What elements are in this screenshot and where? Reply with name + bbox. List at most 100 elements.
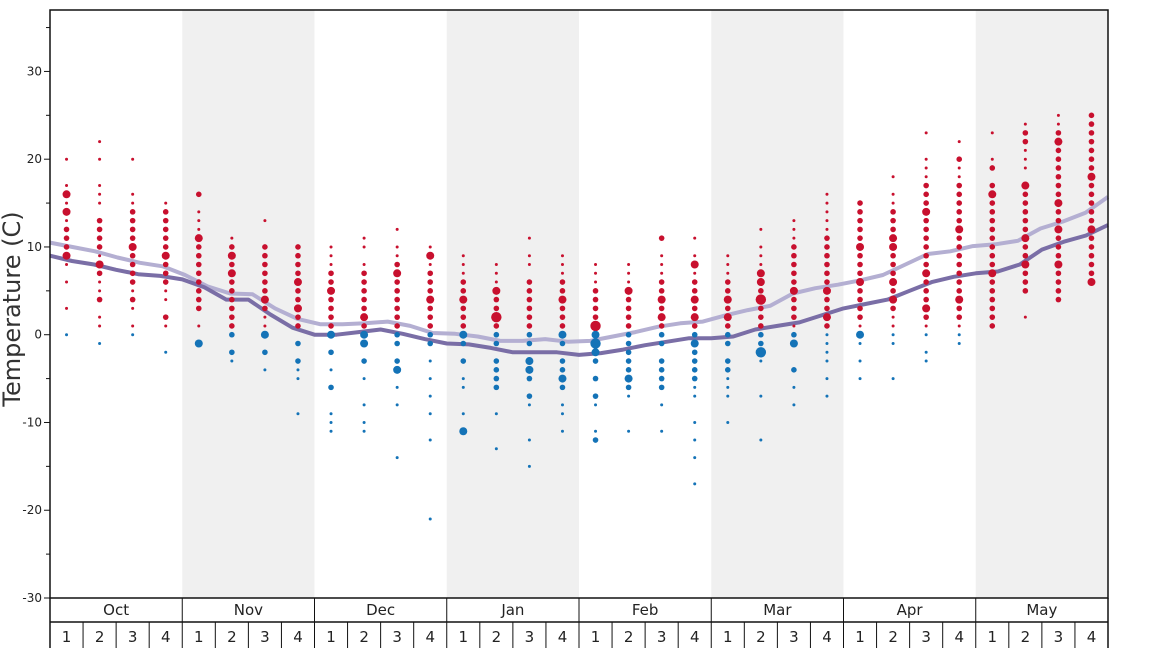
y-axis-label: Temperature (C) (0, 211, 26, 407)
warm-point (1022, 138, 1029, 145)
warm-point (923, 314, 929, 320)
warm-point (494, 271, 498, 275)
cold-point (394, 358, 400, 364)
warm-point (660, 254, 664, 258)
cold-point (262, 349, 268, 356)
warm-point (923, 261, 929, 268)
cold-point (693, 438, 697, 442)
warm-point (1055, 217, 1062, 224)
warm-point (1022, 191, 1029, 198)
warm-point (691, 279, 698, 285)
warm-point (1055, 296, 1062, 303)
warm-point (822, 286, 831, 295)
warm-point (824, 323, 830, 329)
week-label: 4 (954, 628, 964, 646)
cold-point (360, 339, 369, 348)
warm-point (1088, 244, 1095, 250)
warm-point (723, 295, 732, 304)
warm-point (526, 323, 533, 329)
warm-point (1023, 166, 1027, 170)
cold-point (658, 358, 665, 364)
cold-point (98, 341, 102, 345)
cold-point (296, 412, 300, 416)
warm-point (1088, 235, 1095, 241)
warm-point (427, 288, 434, 294)
warm-point (1088, 209, 1095, 215)
warm-point (229, 261, 235, 268)
warm-point (526, 296, 533, 303)
warm-point (1023, 148, 1027, 152)
cold-point (428, 377, 432, 381)
cold-point (459, 427, 468, 436)
cold-point (295, 358, 301, 364)
cold-point (428, 438, 432, 442)
warm-point (924, 157, 928, 161)
cold-point (295, 340, 301, 347)
warm-point (957, 324, 961, 328)
warm-point (989, 217, 996, 224)
shade-band-may (975, 10, 1108, 598)
warm-point (822, 313, 831, 322)
warm-point (361, 296, 367, 303)
warm-point (293, 278, 302, 287)
warm-point (1055, 182, 1062, 189)
warm-point (989, 314, 996, 320)
warm-point (394, 261, 400, 268)
warm-point (890, 252, 896, 259)
warm-point (857, 217, 863, 224)
month-shading-bands (182, 10, 1108, 598)
warm-point (559, 279, 566, 285)
warm-point (1054, 225, 1063, 234)
warm-point (559, 323, 566, 329)
warm-point (65, 184, 69, 188)
cold-point (625, 349, 632, 356)
warm-point (891, 175, 895, 179)
warm-point (262, 270, 268, 277)
week-label: 3 (657, 628, 667, 646)
cold-point (131, 333, 135, 337)
warm-point (195, 244, 202, 250)
cold-point (362, 420, 366, 424)
warm-point (527, 254, 531, 258)
warm-point (857, 252, 863, 259)
warm-point (989, 165, 996, 171)
warm-point (726, 254, 730, 258)
cold-point (361, 358, 367, 364)
data-points (62, 112, 1096, 521)
warm-point (395, 227, 399, 231)
warm-point (394, 288, 400, 294)
warm-point (758, 288, 764, 294)
y-tick-label: 20 (27, 152, 42, 166)
warm-point (426, 295, 435, 304)
warm-point (923, 191, 929, 198)
warm-point (491, 311, 502, 323)
warm-point (295, 252, 301, 259)
warm-point (63, 226, 70, 233)
warm-point (162, 209, 169, 215)
warm-point (162, 270, 169, 277)
warm-point (195, 191, 202, 198)
warm-point (1055, 130, 1062, 136)
cold-point (658, 331, 665, 338)
warm-point (329, 245, 333, 249)
warm-point (527, 263, 531, 267)
warm-point (395, 254, 399, 258)
warm-point (164, 298, 168, 302)
warm-point (690, 260, 699, 269)
cold-point (693, 385, 697, 389)
warm-point (262, 279, 268, 285)
warm-point (362, 245, 366, 249)
warm-point (1055, 156, 1062, 162)
cold-point (957, 341, 961, 345)
cold-point (527, 464, 531, 468)
cold-point (726, 394, 730, 398)
cold-point (296, 368, 300, 372)
warm-point (956, 209, 963, 215)
cold-point (624, 374, 633, 383)
warm-point (493, 296, 500, 303)
cold-point (825, 359, 829, 363)
warm-point (923, 235, 929, 241)
warm-point (98, 254, 102, 258)
warm-point (1087, 225, 1096, 234)
warm-point (98, 289, 102, 293)
